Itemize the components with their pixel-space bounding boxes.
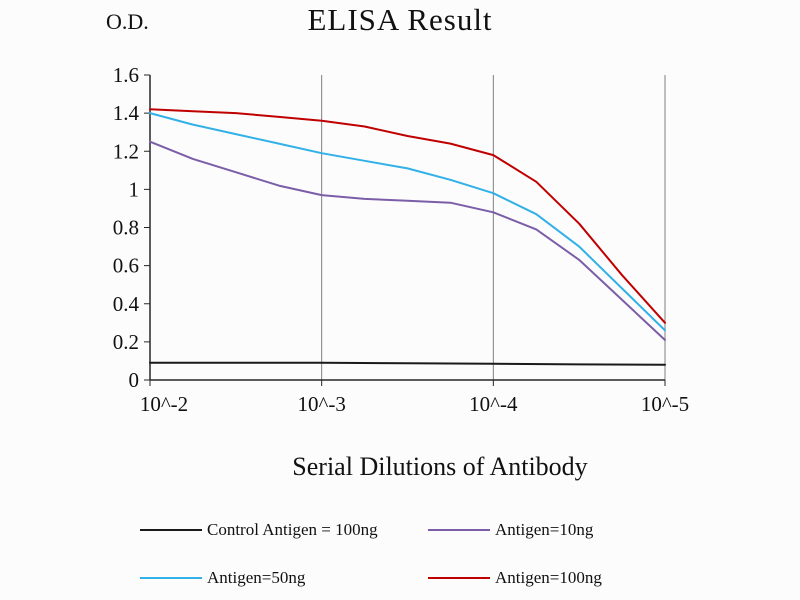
legend-item: Antigen=10ng [428, 518, 602, 542]
svg-text:10^-2: 10^-2 [140, 392, 188, 416]
svg-text:0.4: 0.4 [113, 292, 140, 316]
svg-text:0.6: 0.6 [113, 254, 139, 278]
legend-item: Antigen=50ng [140, 566, 428, 590]
tick-marks [144, 74, 666, 386]
legend-label: Antigen=10ng [495, 520, 594, 539]
axes [149, 75, 665, 381]
series-line-0 [149, 361, 666, 366]
series-line-2 [149, 112, 666, 332]
svg-text:0.8: 0.8 [113, 216, 139, 240]
svg-text:10^-5: 10^-5 [641, 392, 689, 416]
legend-label: Antigen=100ng [495, 568, 602, 587]
series-line-3 [149, 108, 666, 324]
svg-text:1: 1 [129, 177, 140, 201]
y-axis-title: O.D. [106, 9, 149, 34]
svg-text:1.4: 1.4 [113, 101, 140, 125]
series-line-1 [149, 140, 666, 341]
gridlines [321, 75, 666, 380]
legend-swatch-antigen-50ng [140, 577, 202, 579]
legend-swatch-control [140, 529, 202, 531]
legend-swatch-antigen-100ng [428, 577, 490, 579]
legend-item: Antigen=100ng [428, 566, 602, 590]
svg-text:1.2: 1.2 [113, 139, 139, 163]
legend-item: Control Antigen = 100ng [140, 518, 428, 542]
x-axis-title: Serial Dilutions of Antibody [292, 452, 588, 481]
chart-title: ELISA Result [307, 2, 493, 37]
elisa-line-chart: 00.20.40.60.811.21.41.610^-2 10^-3 10^-4 10… [113, 63, 689, 416]
svg-text:10^-4: 10^-4 [469, 392, 518, 416]
svg-text:0: 0 [129, 368, 140, 392]
legend-label: Antigen=50ng [207, 568, 306, 587]
svg-text:10^-3: 10^-3 [297, 392, 345, 416]
legend-swatch-antigen-10ng [428, 529, 490, 531]
y-tick-labels: 0 0.2 0.4 0.6 0.8 1 1.2 1.4 1.6 [113, 63, 140, 392]
svg-text:1.6: 1.6 [113, 63, 139, 87]
svg-text:0.2: 0.2 [113, 330, 139, 354]
legend-label: Control Antigen = 100ng [207, 520, 378, 539]
x-tick-labels: 10^-2 10^-3 10^-4 10^-5 [140, 392, 689, 416]
legend: Control Antigen = 100ng Antigen=10ng Ant… [140, 518, 602, 590]
